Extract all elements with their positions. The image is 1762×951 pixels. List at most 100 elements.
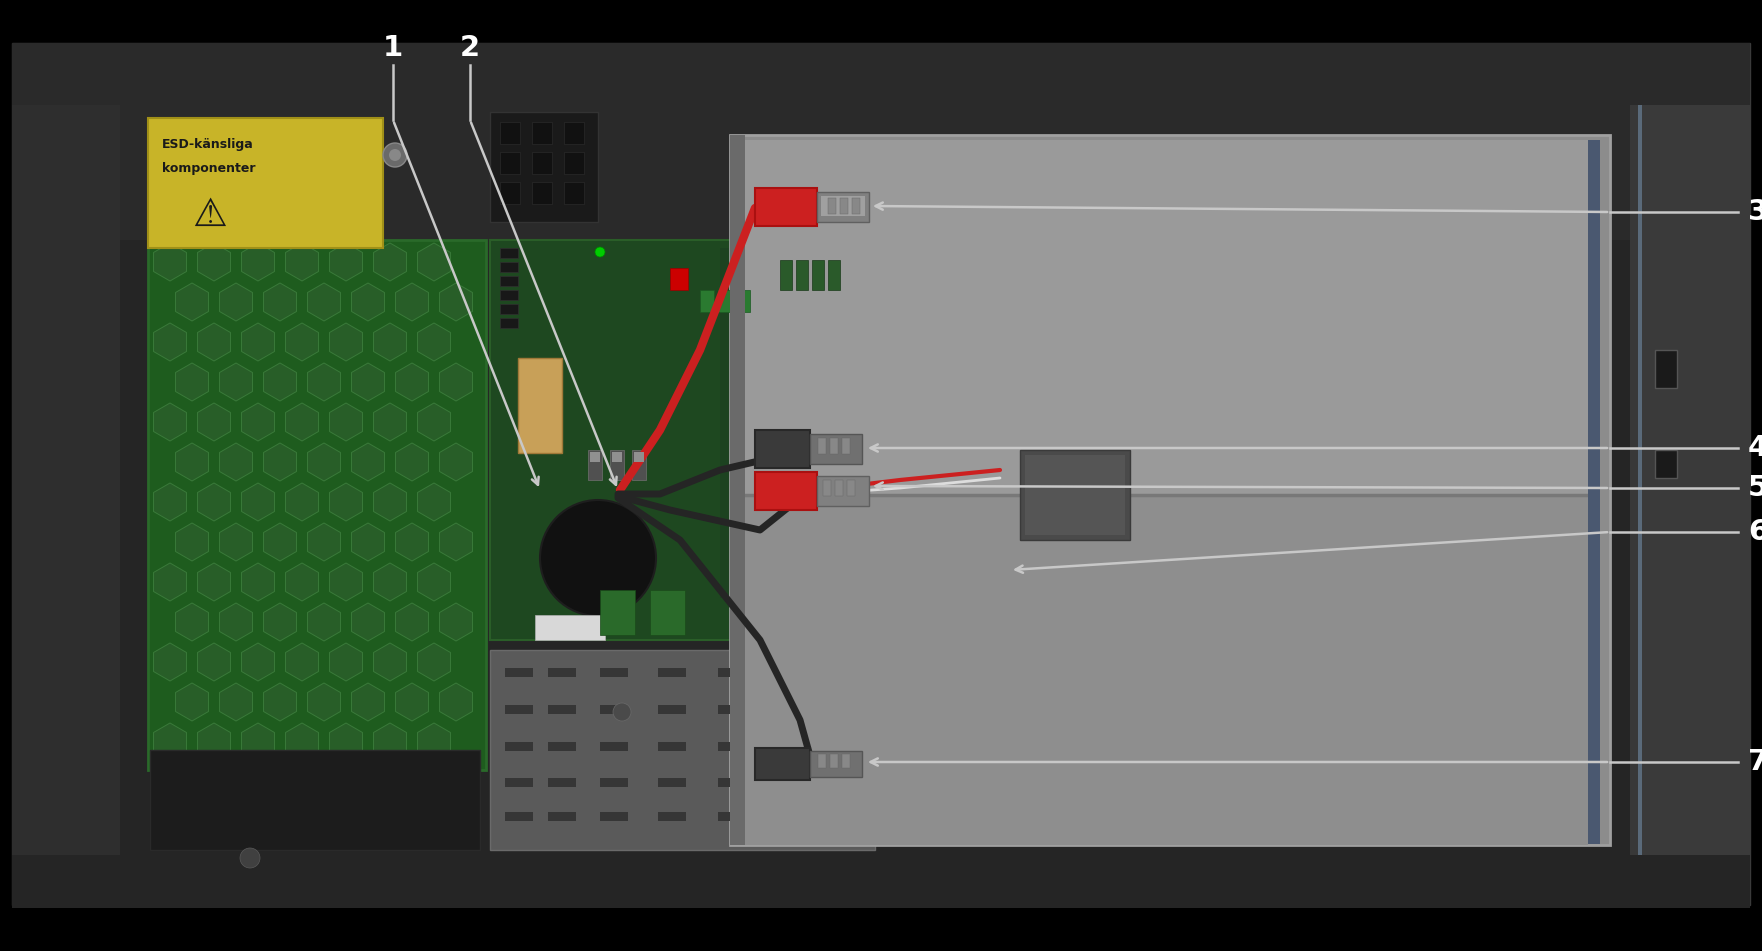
Bar: [601, 742, 627, 751]
Bar: [717, 290, 731, 312]
Bar: [500, 122, 520, 144]
Bar: [548, 742, 576, 751]
Bar: [700, 290, 714, 312]
Bar: [717, 705, 745, 714]
Bar: [532, 122, 552, 144]
Circle shape: [389, 149, 402, 161]
Bar: [1655, 350, 1677, 388]
Bar: [717, 812, 745, 821]
Bar: [835, 480, 842, 496]
Bar: [548, 705, 576, 714]
Bar: [818, 192, 869, 222]
Bar: [770, 668, 798, 677]
Bar: [490, 240, 885, 640]
Bar: [717, 742, 745, 751]
Bar: [657, 742, 685, 751]
Bar: [737, 290, 751, 312]
Bar: [819, 778, 848, 787]
Bar: [490, 112, 597, 222]
Bar: [754, 748, 811, 780]
Bar: [770, 705, 798, 714]
Circle shape: [539, 500, 655, 616]
Bar: [12, 105, 120, 855]
Bar: [120, 105, 1630, 240]
Text: 5: 5: [1748, 474, 1762, 502]
Bar: [657, 812, 685, 821]
Bar: [830, 754, 839, 768]
Bar: [830, 438, 839, 454]
Bar: [853, 198, 860, 214]
Bar: [506, 705, 532, 714]
Bar: [148, 118, 382, 248]
Bar: [548, 778, 576, 787]
Bar: [721, 248, 879, 598]
Text: komponenter: komponenter: [162, 162, 255, 175]
Bar: [601, 705, 627, 714]
Bar: [120, 105, 1630, 855]
Bar: [735, 495, 1588, 845]
Bar: [601, 590, 634, 635]
Bar: [823, 480, 832, 496]
Bar: [821, 196, 865, 216]
Text: 4: 4: [1748, 434, 1762, 462]
Bar: [1639, 105, 1642, 855]
Text: 1: 1: [382, 34, 403, 62]
Bar: [500, 304, 518, 314]
Bar: [729, 135, 745, 845]
Bar: [536, 615, 604, 640]
Circle shape: [613, 703, 631, 721]
Bar: [717, 668, 745, 677]
Bar: [500, 276, 518, 286]
Bar: [500, 290, 518, 300]
Text: ESD-känsliga: ESD-känsliga: [162, 138, 254, 151]
Bar: [819, 742, 848, 751]
Bar: [1020, 450, 1129, 540]
Bar: [1588, 140, 1600, 844]
Bar: [532, 182, 552, 204]
Bar: [150, 750, 479, 850]
Bar: [500, 262, 518, 272]
Bar: [818, 754, 826, 768]
Bar: [811, 751, 862, 777]
Bar: [500, 182, 520, 204]
Bar: [812, 260, 825, 290]
Bar: [564, 182, 583, 204]
Bar: [842, 438, 849, 454]
Bar: [490, 650, 876, 850]
Bar: [500, 318, 518, 328]
Bar: [840, 198, 848, 214]
Bar: [811, 434, 862, 464]
Bar: [770, 778, 798, 787]
Bar: [506, 778, 532, 787]
Bar: [548, 668, 576, 677]
Bar: [634, 452, 643, 462]
Bar: [610, 450, 624, 480]
Bar: [518, 358, 562, 453]
Bar: [819, 705, 848, 714]
Bar: [754, 430, 811, 468]
Text: 3: 3: [1748, 198, 1762, 226]
Circle shape: [382, 143, 407, 167]
Bar: [818, 438, 826, 454]
Bar: [506, 812, 532, 821]
Bar: [611, 452, 622, 462]
Bar: [601, 778, 627, 787]
Bar: [770, 742, 798, 751]
Bar: [564, 152, 583, 174]
Bar: [729, 135, 1610, 845]
Circle shape: [596, 247, 604, 257]
Bar: [842, 754, 849, 768]
Bar: [12, 855, 1750, 908]
Bar: [532, 152, 552, 174]
Text: 7: 7: [1748, 748, 1762, 776]
Bar: [633, 450, 647, 480]
Bar: [1655, 450, 1677, 478]
Bar: [754, 472, 818, 510]
Bar: [564, 122, 583, 144]
Bar: [828, 260, 840, 290]
Bar: [601, 668, 627, 677]
Text: ⚠: ⚠: [192, 196, 227, 234]
Bar: [12, 43, 1750, 105]
Bar: [819, 668, 848, 677]
Bar: [1630, 105, 1750, 855]
